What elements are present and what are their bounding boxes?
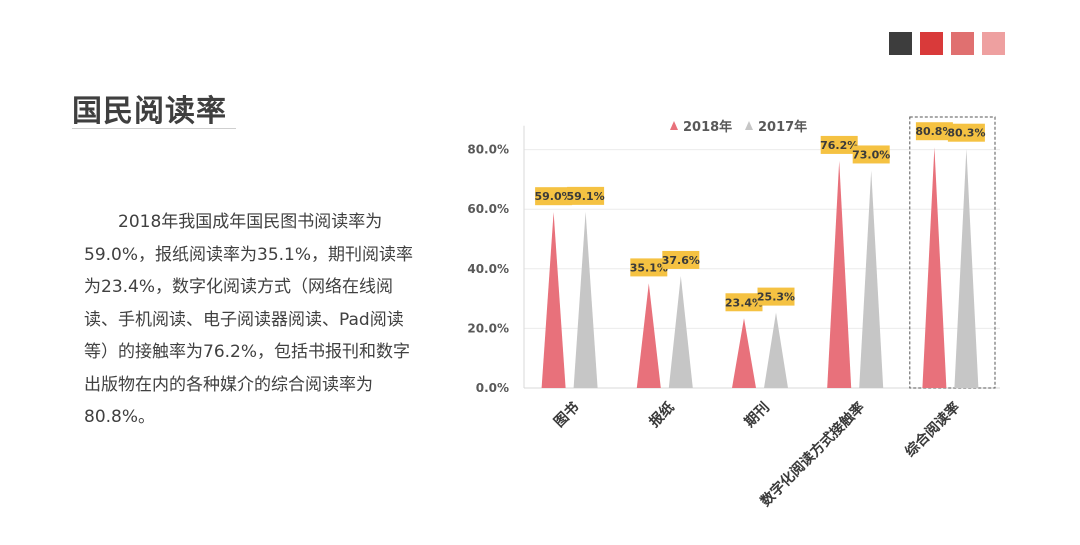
color-swatch-1 xyxy=(889,32,912,55)
x-tick-label: 报纸 xyxy=(646,399,678,431)
x-tick-label: 数字化阅读方式接触率 xyxy=(757,399,868,510)
data-label: 25.3% xyxy=(757,291,795,304)
data-label-bg xyxy=(947,123,985,142)
data-label-bg xyxy=(535,187,573,206)
color-swatch-2 xyxy=(920,32,943,55)
y-tick-label: 60.0% xyxy=(467,202,509,216)
bar-2018 xyxy=(541,212,566,388)
data-label-bg xyxy=(757,287,795,306)
bar-2017 xyxy=(954,148,979,388)
page-title: 国民阅读率 xyxy=(72,94,227,129)
data-label: 35.1% xyxy=(630,261,668,274)
color-swatches xyxy=(889,32,1005,55)
x-tick-label: 期刊 xyxy=(742,400,773,431)
bar-2018 xyxy=(636,283,661,388)
data-label-bg xyxy=(725,293,763,312)
data-label: 37.6% xyxy=(662,254,700,267)
data-label: 59.0% xyxy=(535,190,573,203)
bar-2018 xyxy=(827,160,852,388)
bar-2017 xyxy=(859,170,884,388)
data-label: 80.3% xyxy=(947,127,985,140)
data-label: 23.4% xyxy=(725,296,763,309)
legend-label: 2018年 xyxy=(683,119,732,135)
data-label: 73.0% xyxy=(852,148,890,161)
bar-2017 xyxy=(668,275,693,388)
data-label: 76.2% xyxy=(820,139,858,152)
bar-2018 xyxy=(922,147,947,388)
bar-2018 xyxy=(732,318,756,388)
data-label-bg xyxy=(820,135,858,154)
data-label: 80.8% xyxy=(915,125,953,138)
color-swatch-4 xyxy=(982,32,1005,55)
highlight-box xyxy=(909,116,996,389)
color-swatch-3 xyxy=(951,32,974,55)
data-label: 59.1% xyxy=(567,190,605,203)
data-label-bg xyxy=(852,145,890,164)
y-tick-label: 0.0% xyxy=(476,381,509,395)
y-tick-label: 80.0% xyxy=(467,143,509,157)
x-tick-label: 综合阅读率 xyxy=(902,399,964,461)
data-label-bg xyxy=(567,186,605,205)
data-label-bg xyxy=(915,122,953,141)
y-tick-label: 20.0% xyxy=(467,321,509,335)
data-label-bg xyxy=(630,258,668,277)
description-text: 2018年我国成年国民图书阅读率为59.0%，报纸阅读率为35.1%，期刊阅读率… xyxy=(84,212,414,427)
y-tick-label: 40.0% xyxy=(467,262,509,276)
bar-2017 xyxy=(764,312,788,388)
legend-marker-2017 xyxy=(745,121,753,130)
bar-2017 xyxy=(573,211,598,388)
legend-label: 2017年 xyxy=(758,119,807,135)
legend-marker-2018 xyxy=(670,121,678,130)
data-label-bg xyxy=(662,250,700,269)
x-tick-label: 图书 xyxy=(551,399,583,431)
title-underline xyxy=(72,128,236,129)
